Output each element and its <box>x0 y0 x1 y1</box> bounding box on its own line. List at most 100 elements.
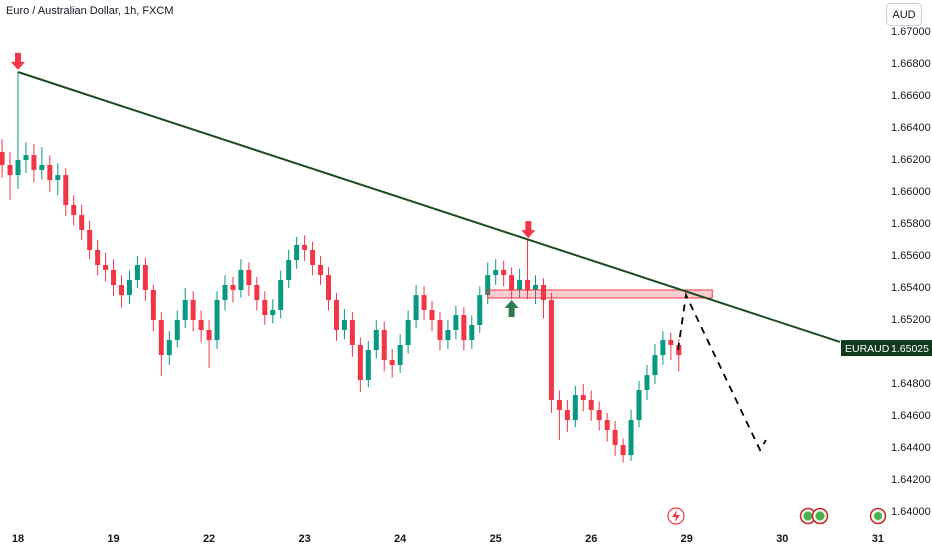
candle-body <box>7 164 13 176</box>
candle-body <box>365 349 371 381</box>
candle-body <box>333 300 339 330</box>
x-tick-label: 25 <box>490 533 502 545</box>
signal-arrow <box>504 300 519 318</box>
candle-body <box>31 155 37 170</box>
candle-body <box>469 325 475 341</box>
candle-body <box>111 269 117 286</box>
x-tick-label: 19 <box>107 533 119 545</box>
candle-body <box>286 260 292 281</box>
candle-body <box>0 152 5 165</box>
candle-body <box>349 320 355 346</box>
event-icons <box>667 507 887 525</box>
candle-body <box>413 295 419 321</box>
y-tick-label: 1.64400 <box>891 442 931 454</box>
candle-body <box>421 295 427 310</box>
chart-title: Euro / Australian Dollar, 1h, FXCM <box>6 5 174 17</box>
candle-body <box>405 320 411 346</box>
trend-line <box>17 71 841 343</box>
candle-body <box>238 269 244 290</box>
resistance-zone <box>487 289 713 299</box>
candle-body <box>126 280 132 296</box>
candle-body <box>302 244 308 250</box>
x-tick-label: 22 <box>203 533 215 545</box>
currency-button-label[interactable]: AUD <box>892 9 915 21</box>
candle-body <box>166 340 172 356</box>
price-label-value: 1.65025 <box>891 343 929 355</box>
x-tick-label: 31 <box>872 533 884 545</box>
candle-body <box>254 285 260 301</box>
candle-body <box>493 269 499 276</box>
candle-body <box>564 409 570 421</box>
event-icon-core <box>815 511 825 521</box>
candle-body <box>572 395 578 421</box>
candle-body <box>644 375 650 390</box>
y-tick-label: 1.65600 <box>891 250 931 262</box>
candle-body <box>230 285 236 290</box>
candle-body <box>262 300 268 316</box>
candle-body <box>636 389 642 421</box>
candle-body <box>198 320 204 330</box>
candle-body <box>477 295 483 326</box>
x-tick-label: 24 <box>394 533 407 545</box>
candle-body <box>222 285 228 301</box>
candle-body <box>174 320 180 341</box>
y-tick-label: 1.65800 <box>891 218 931 230</box>
plot-area <box>0 71 841 463</box>
candle-body <box>39 164 45 170</box>
candle-body <box>604 420 610 430</box>
candle-body <box>294 244 300 261</box>
x-tick-label: 18 <box>12 533 24 545</box>
x-tick-label: 30 <box>776 533 788 545</box>
candle-body <box>556 400 562 410</box>
y-tick-label: 1.64200 <box>891 474 931 486</box>
x-tick-label: 23 <box>298 533 310 545</box>
candle-body <box>580 395 586 401</box>
y-tick-label: 1.64800 <box>891 378 931 390</box>
event-icon-core <box>874 512 882 520</box>
candle-body <box>55 175 61 181</box>
candle-body <box>79 215 85 230</box>
y-tick-label: 1.64000 <box>891 506 931 518</box>
candle-body <box>326 275 332 301</box>
candle-body <box>47 164 53 181</box>
currency-button[interactable] <box>886 3 922 26</box>
candle-body <box>158 320 164 356</box>
candle-body <box>150 289 156 321</box>
candle-body <box>87 229 93 250</box>
candle-body <box>71 204 77 216</box>
candle-body <box>437 320 443 341</box>
candle-body <box>381 329 387 361</box>
candle-body <box>596 409 602 421</box>
candle-body <box>517 280 523 290</box>
candle-body <box>373 329 379 350</box>
candle-body <box>357 345 363 381</box>
projection-line <box>677 292 767 452</box>
candle-body <box>652 355 658 376</box>
candle-body <box>588 400 594 410</box>
candle-body <box>23 155 29 161</box>
candle-body <box>95 249 101 265</box>
candle-body <box>134 265 140 281</box>
x-tick-label: 29 <box>681 533 693 545</box>
candle-body <box>429 309 435 321</box>
candle-body <box>278 280 284 310</box>
candle-body <box>118 285 124 296</box>
candle-body <box>206 329 212 341</box>
candle-body <box>540 285 546 301</box>
y-tick-label: 1.65400 <box>891 282 931 294</box>
y-tick-label: 1.66200 <box>891 154 931 166</box>
price-label-name: EURAUD <box>845 343 890 355</box>
candle-body <box>318 265 324 276</box>
candle-body <box>397 345 403 366</box>
y-tick-label: 1.66800 <box>891 58 931 70</box>
y-tick-label: 1.65200 <box>891 314 931 326</box>
candle-body <box>15 160 21 176</box>
y-tick-label: 1.66400 <box>891 122 931 134</box>
signal-arrow <box>10 52 25 70</box>
signal-arrow <box>521 221 536 239</box>
candle-body <box>628 420 634 456</box>
candle-body <box>509 275 515 290</box>
x-tick-label: 26 <box>585 533 597 545</box>
candle-body <box>389 360 395 366</box>
